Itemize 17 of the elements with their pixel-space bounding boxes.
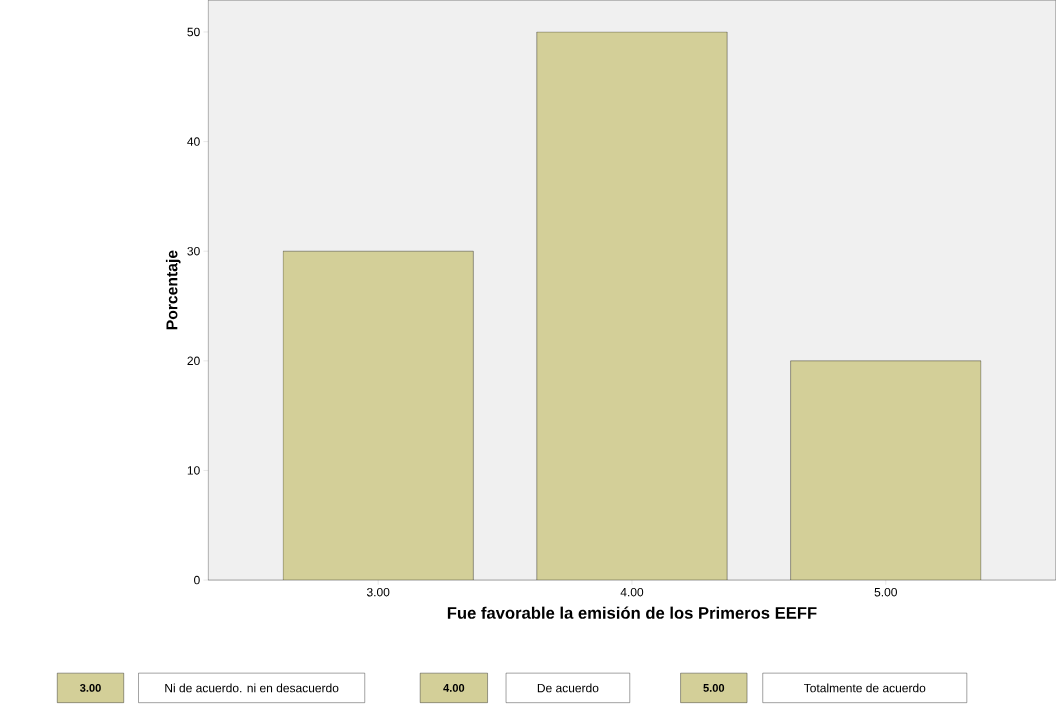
x-axis-title: Fue favorable la emisión de los Primeros EEFF: [447, 606, 817, 619]
y-tick-label: 40: [187, 137, 200, 146]
text: 4.00: [443, 683, 465, 692]
text: 5.00: [703, 683, 725, 692]
x-tick-label: 4.00: [620, 587, 644, 597]
y-tick-label: 10: [187, 466, 200, 475]
y-tick-label: 0: [194, 575, 200, 585]
text: Ni de acuerdo. ni en desacuerdo: [165, 683, 339, 693]
x-tick-label: 5.00: [874, 587, 897, 597]
x-tick-label: 3.00: [366, 587, 390, 597]
text: Totalmente de acuerdo: [803, 683, 926, 693]
y-axis-title: Porcentaje: [165, 250, 181, 330]
y-tick-label: 50: [187, 27, 200, 37]
text: De acuerdo: [537, 683, 599, 693]
y-tick-label: 20: [187, 356, 200, 365]
y-tick-label: 30: [187, 246, 200, 256]
text: 3.00: [79, 683, 101, 692]
